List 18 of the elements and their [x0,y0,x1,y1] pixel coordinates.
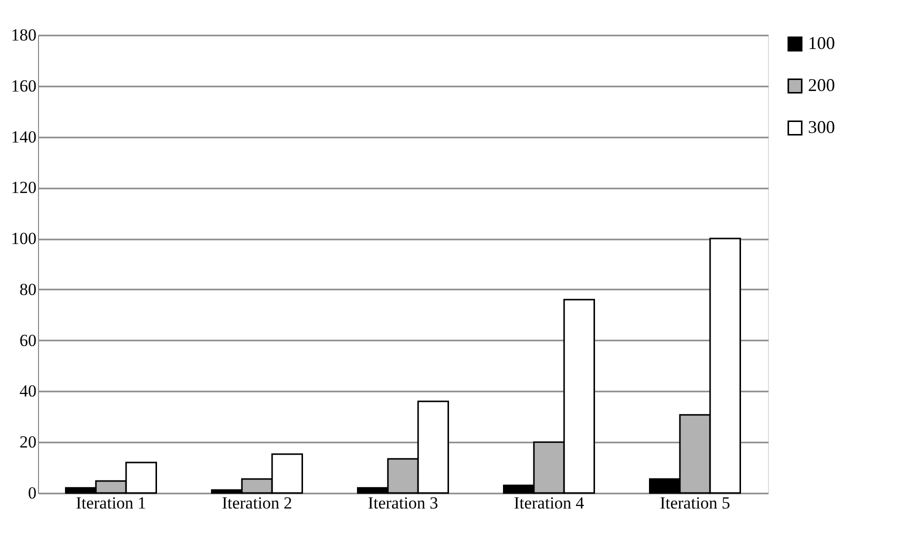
y-tick-label: 20 [20,432,36,452]
y-tick-label: 180 [11,26,36,44]
x-tick-label: Iteration 2 [222,494,292,512]
legend-label: 200 [808,75,835,95]
legend-label: 100 [808,33,835,53]
y-tick-label: 60 [20,330,36,350]
y-tick-label: 0 [28,484,36,502]
x-tick-label: Iteration 4 [514,494,585,512]
x-tick-label: Iteration 3 [368,494,438,512]
y-tick-label: 140 [11,127,36,146]
y-tick-label: 160 [11,76,36,96]
legend-label: 300 [808,117,835,137]
y-tick-label: 80 [20,280,36,299]
x-tick-label: Iteration 5 [660,494,730,512]
y-tick-label: 40 [20,382,36,401]
y-tick-label: 100 [11,229,36,248]
y-tick-label: 120 [11,178,36,198]
x-tick-label: Iteration 1 [76,494,146,512]
